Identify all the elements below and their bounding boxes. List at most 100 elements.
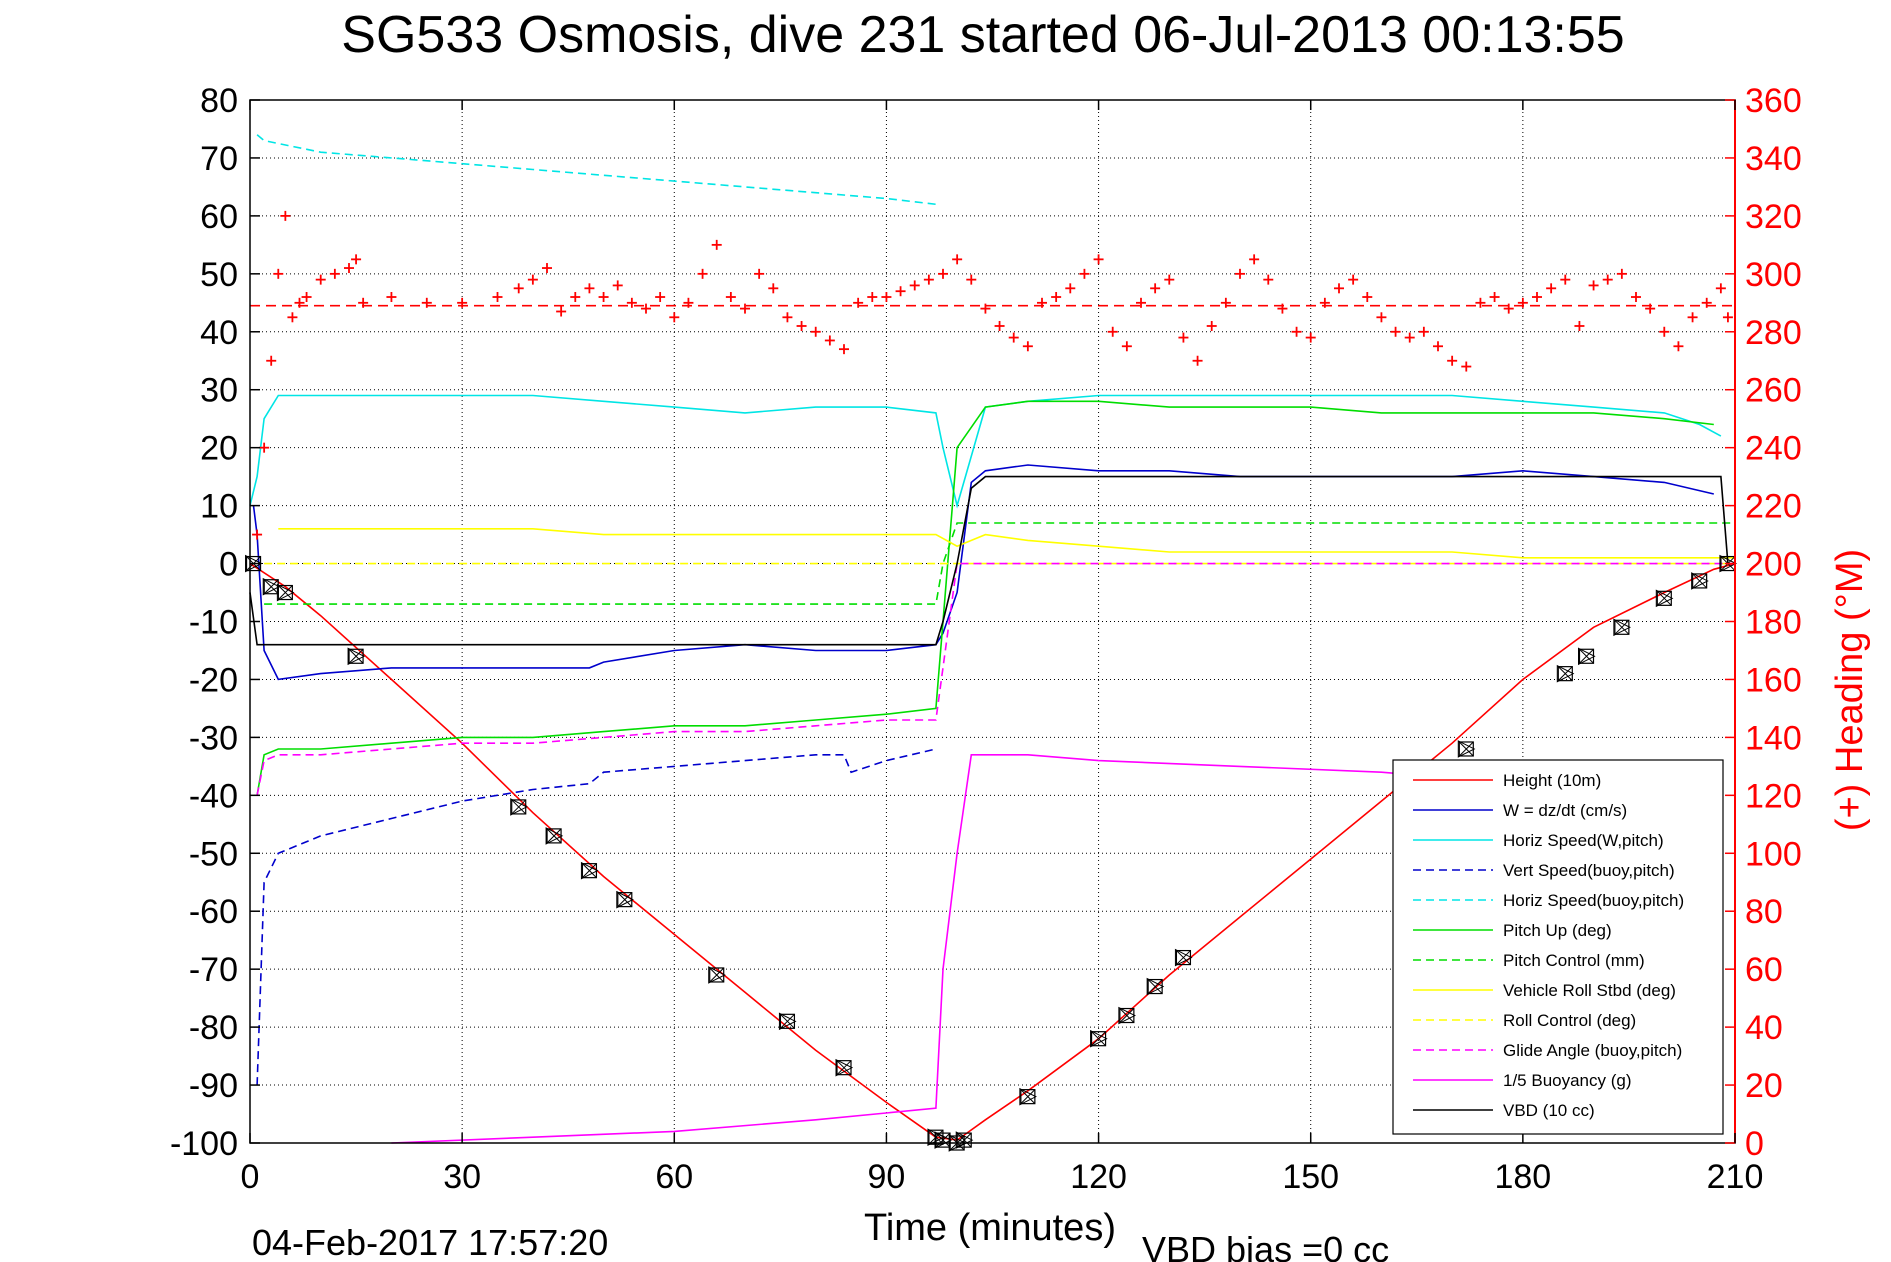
heading-point bbox=[839, 344, 849, 355]
y-tick-label: -40 bbox=[189, 777, 238, 815]
legend-label: Horiz Speed(W,pitch) bbox=[1503, 831, 1664, 850]
right-axis-ticks: 3603403203002802602402202001801601401201… bbox=[1725, 82, 1802, 1163]
heading-point bbox=[641, 303, 651, 314]
heading-point bbox=[725, 292, 736, 303]
legend-label: Pitch Control (mm) bbox=[1503, 951, 1645, 970]
right-tick-label: 340 bbox=[1745, 140, 1802, 178]
series-line-2 bbox=[249, 394, 1722, 509]
legend-label: Horiz Speed(buoy,pitch) bbox=[1503, 891, 1684, 910]
heading-point bbox=[344, 263, 354, 274]
sample-marker bbox=[616, 890, 634, 909]
heading-point bbox=[1447, 355, 1458, 366]
heading-point bbox=[952, 254, 963, 265]
series-line-11 bbox=[249, 475, 1729, 646]
sample-marker bbox=[580, 861, 599, 880]
heading-point bbox=[492, 292, 503, 303]
heading-point bbox=[1249, 254, 1260, 265]
heading-point bbox=[598, 292, 609, 303]
heading-point bbox=[1503, 303, 1514, 314]
sample-marker bbox=[347, 647, 366, 666]
legend-label: W = dz/dt (cm/s) bbox=[1503, 801, 1627, 820]
right-axis-label: (+) Heading (°M) bbox=[1829, 549, 1871, 831]
heading-point bbox=[1065, 283, 1076, 294]
series-line-3 bbox=[256, 748, 937, 1086]
heading-point bbox=[1588, 280, 1599, 291]
heading-point bbox=[1659, 326, 1670, 337]
heading-point bbox=[386, 292, 397, 303]
legend-label: Vert Speed(buoy,pitch) bbox=[1503, 861, 1675, 880]
y-tick-label: -100 bbox=[170, 1125, 238, 1163]
sample-marker bbox=[545, 827, 564, 845]
heading-point bbox=[740, 303, 750, 314]
y-tick-label: 30 bbox=[200, 372, 238, 410]
heading-point bbox=[1164, 274, 1175, 285]
heading-point bbox=[1390, 326, 1401, 337]
right-tick-label: 240 bbox=[1745, 430, 1802, 468]
heading-point bbox=[867, 292, 878, 303]
heading-point bbox=[1631, 292, 1641, 303]
heading-point bbox=[853, 297, 864, 308]
sample-marker bbox=[835, 1058, 854, 1077]
heading-point bbox=[612, 280, 623, 291]
heading-point bbox=[513, 283, 524, 294]
sample-marker bbox=[1019, 1087, 1037, 1106]
x-tick-label: 90 bbox=[868, 1158, 906, 1196]
heading-point bbox=[1220, 297, 1231, 308]
right-tick-label: 280 bbox=[1745, 314, 1802, 352]
footer-vbd-bias: VBD bias =0 cc bbox=[1142, 1229, 1389, 1262]
heading-point bbox=[1107, 326, 1118, 337]
heading-point bbox=[1673, 341, 1684, 352]
left-axis-ticks: 80 70 60 50 40 30 20 10 0 -10 -20 -30 -40 -50 -60 -70 -8… bbox=[170, 82, 260, 1163]
y-tick-label: -30 bbox=[189, 719, 238, 757]
heading-point bbox=[1376, 312, 1387, 323]
heading-point bbox=[1291, 326, 1302, 337]
y-tick-label: -60 bbox=[189, 893, 238, 931]
heading-point bbox=[1461, 361, 1472, 372]
series-line-9 bbox=[256, 562, 1735, 796]
x-tick-label: 0 bbox=[241, 1158, 260, 1196]
sample-marker bbox=[955, 1131, 974, 1149]
heading-point bbox=[1433, 341, 1443, 352]
y-tick-label: -50 bbox=[189, 835, 238, 873]
heading-point bbox=[294, 297, 305, 308]
right-tick-label: 120 bbox=[1745, 777, 1802, 815]
y-tick-label: -20 bbox=[189, 661, 238, 699]
footer-timestamp: 04-Feb-2017 17:57:20 bbox=[252, 1222, 608, 1262]
heading-point bbox=[259, 442, 270, 453]
heading-point bbox=[683, 297, 694, 308]
heading-point bbox=[1645, 303, 1656, 314]
heading-point bbox=[1235, 268, 1245, 279]
sample-marker bbox=[1556, 664, 1575, 683]
data-series bbox=[249, 134, 1736, 1144]
legend-label: Roll Control (deg) bbox=[1503, 1011, 1636, 1030]
series-line-7 bbox=[278, 527, 1735, 559]
legend-label: Vehicle Roll Stbd (deg) bbox=[1503, 981, 1676, 1000]
legend-label: 1/5 Buoyancy (g) bbox=[1503, 1071, 1632, 1090]
heading-point bbox=[287, 312, 298, 323]
legend-box bbox=[1392, 759, 1724, 1135]
right-tick-label: 200 bbox=[1745, 546, 1802, 584]
heading-point bbox=[655, 292, 666, 303]
x-tick-label: 210 bbox=[1707, 1158, 1764, 1196]
heading-point bbox=[280, 210, 291, 221]
heading-point bbox=[1305, 332, 1316, 343]
heading-point bbox=[881, 292, 892, 303]
right-tick-label: 0 bbox=[1745, 1125, 1764, 1163]
heading-point bbox=[754, 268, 765, 279]
sample-marker bbox=[708, 966, 726, 984]
heading-point bbox=[1277, 303, 1288, 314]
heading-point bbox=[994, 320, 1005, 331]
heading-point bbox=[966, 274, 977, 285]
x-tick-label: 120 bbox=[1070, 1158, 1127, 1196]
sample-marker bbox=[1118, 1006, 1136, 1025]
right-tick-label: 320 bbox=[1745, 198, 1802, 236]
heading-point bbox=[273, 268, 284, 279]
heading-point bbox=[768, 283, 779, 294]
heading-point bbox=[1546, 283, 1557, 294]
heading-point bbox=[824, 335, 835, 346]
heading-point bbox=[782, 312, 793, 323]
heading-point bbox=[1093, 254, 1104, 265]
heading-point bbox=[266, 355, 277, 366]
heading-point bbox=[527, 274, 538, 285]
heading-point bbox=[1715, 283, 1726, 294]
